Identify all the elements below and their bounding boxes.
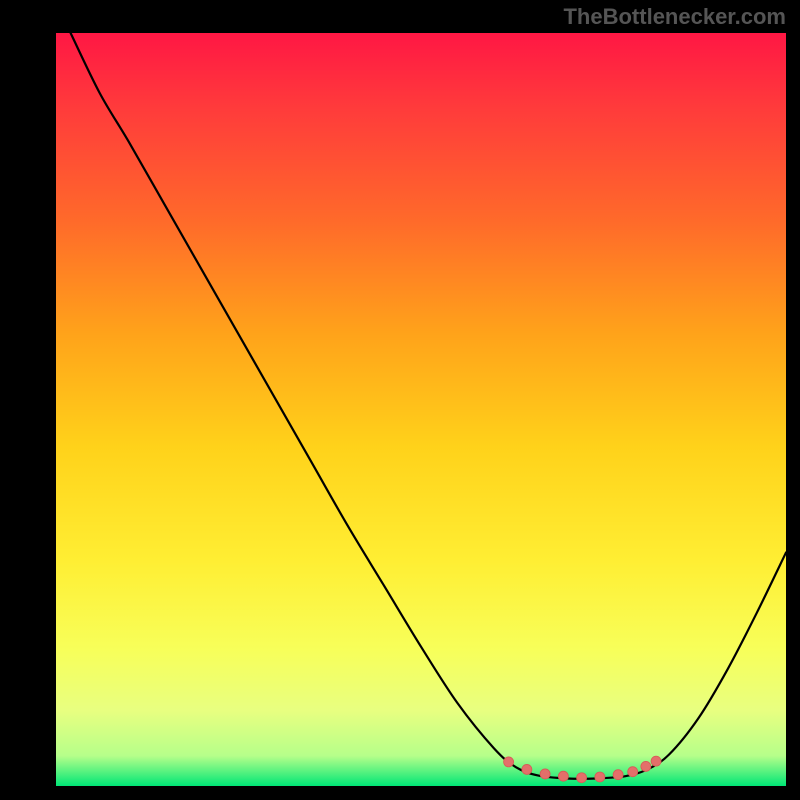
valley-marker xyxy=(558,771,568,781)
valley-marker xyxy=(628,767,638,777)
valley-marker xyxy=(577,773,587,783)
valley-marker xyxy=(504,757,514,767)
valley-marker xyxy=(522,764,532,774)
valley-marker xyxy=(595,772,605,782)
valley-marker xyxy=(540,769,550,779)
chart-svg xyxy=(0,0,800,800)
plot-background xyxy=(56,33,786,786)
valley-marker xyxy=(613,770,623,780)
chart-container: TheBottlenecker.com xyxy=(0,0,800,800)
valley-marker xyxy=(651,756,661,766)
attribution-label: TheBottlenecker.com xyxy=(563,4,786,30)
valley-marker xyxy=(641,761,651,771)
